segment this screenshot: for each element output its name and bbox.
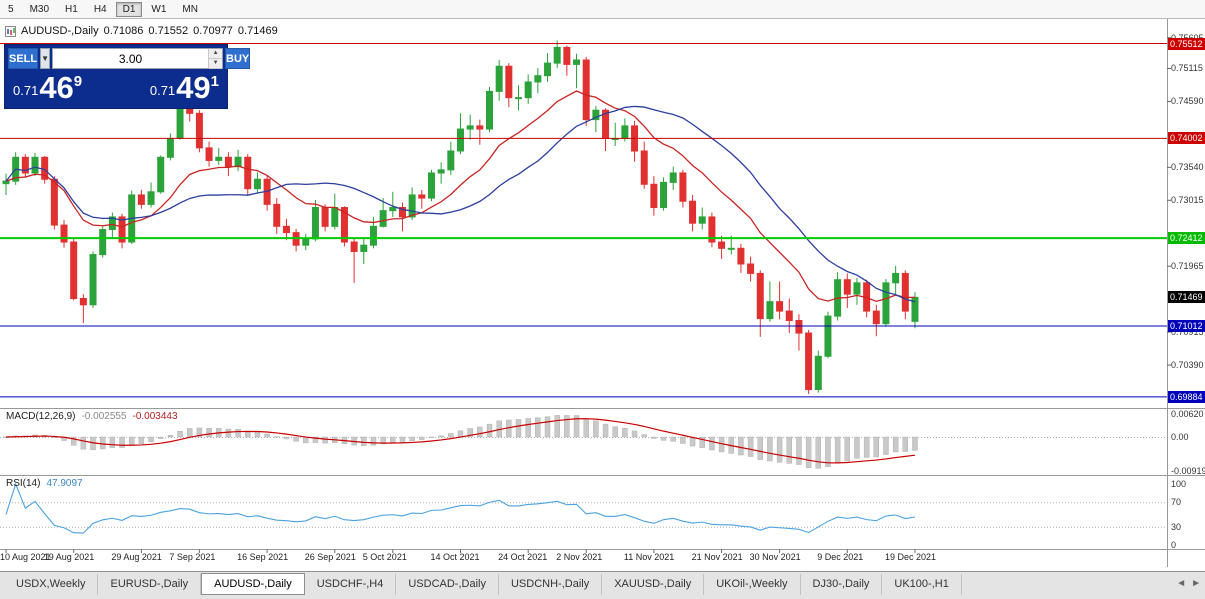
- chart-icon: [5, 25, 16, 37]
- tab-usdcnh-daily[interactable]: USDCNH-,Daily: [499, 574, 603, 595]
- buy-price[interactable]: 0.71 49 1: [150, 70, 219, 105]
- ma-slow-line: [5, 105, 916, 303]
- macd-label: MACD(12,26,9) -0.002555 -0.003443: [6, 411, 178, 422]
- tf-button-h1[interactable]: H1: [65, 3, 78, 15]
- price-tick: 0.73015: [1171, 195, 1204, 206]
- sell-price[interactable]: 0.71 46 9: [13, 70, 82, 105]
- tab-dj30-daily[interactable]: DJ30-,Daily: [801, 574, 883, 595]
- one-click-trading-panel: SELL ▼ ▲ ▼ BUY 0.71 46 9 0.71 49: [4, 44, 251, 109]
- date-label: 19 Aug 2021: [43, 552, 95, 562]
- rsi-name: RSI(14): [6, 478, 41, 489]
- tf-button-h4[interactable]: H4: [93, 3, 107, 15]
- tab-xauusd-daily[interactable]: XAUUSD-,Daily: [602, 574, 705, 595]
- macd-axis-label: 0.00: [1171, 432, 1189, 442]
- macd-signal-line: [5, 418, 916, 464]
- tab-eurusd-daily[interactable]: EURUSD-,Daily: [98, 574, 202, 595]
- date-label: 16 Sep 2021: [237, 552, 289, 562]
- ma-fast-line: [5, 90, 915, 303]
- chart-ohlc-header: AUDUSD-,Daily 0.71086 0.71552 0.70977 0.…: [5, 25, 278, 37]
- date-label: 30 Nov 2021: [749, 552, 801, 562]
- date-label: 9 Dec 2021: [817, 552, 864, 562]
- rsi-axis-label: 30: [1171, 521, 1182, 532]
- rsi-axis-label: 0: [1171, 540, 1177, 550]
- rsi-value: 47.9097: [46, 478, 83, 489]
- date-label: 29 Aug 2021: [111, 552, 162, 562]
- tab-scroll-right-button[interactable]: ►: [1191, 578, 1201, 589]
- price-tick: 0.73540: [1171, 162, 1204, 173]
- tab-uk100-h1[interactable]: UK100-,H1: [882, 574, 962, 595]
- price-tick: 0.70390: [1171, 360, 1204, 371]
- date-label: 11 Nov 2021: [623, 552, 675, 562]
- tab-scroll-left-button[interactable]: ◄: [1176, 578, 1187, 589]
- macd-histogram: [3, 415, 918, 469]
- tab-scroll-arrows: ◄ ►: [1176, 578, 1201, 589]
- price-badge: 0.74002: [1168, 132, 1205, 145]
- tab-audusd-daily[interactable]: AUDUSD-,Daily: [201, 573, 305, 595]
- tf-button-m30[interactable]: M30: [29, 3, 50, 15]
- volume-decrease-button[interactable]: ▼: [209, 59, 223, 69]
- tab-usdcad-daily[interactable]: USDCAD-,Daily: [396, 574, 499, 595]
- price-tick: 0.71965: [1171, 261, 1204, 272]
- price-tick: 0.70915: [1171, 327, 1204, 338]
- price-badge: 0.72412: [1168, 232, 1205, 245]
- buy-price-prefix: 0.71: [149, 83, 176, 98]
- rsi-label: RSI(14) 47.9097: [6, 478, 83, 489]
- chart-tabs: USDX,Weekly EURUSD-,Daily AUDUSD-,Daily USD…: [4, 572, 962, 595]
- date-label: 19 Dec 2021: [884, 552, 937, 562]
- date-axis: 10 Aug 2021 19 Aug 2021 29 Aug 2021 7 Sep 2…: [0, 552, 1167, 567]
- ohlc-high: 0.71552: [148, 25, 189, 37]
- tab-usdx-weekly[interactable]: USDX,Weekly: [4, 574, 99, 595]
- tf-button-mn[interactable]: MN: [182, 3, 198, 15]
- date-label: 24 Oct 2021: [498, 552, 548, 562]
- chart-symbol-label: AUDUSD-,Daily: [21, 25, 99, 37]
- date-label: 14 Oct 2021: [430, 552, 480, 562]
- tab-usdchf-h4[interactable]: USDCHF-,H4: [305, 574, 397, 595]
- tab-ukoil-weekly[interactable]: UKOil-,Weekly: [704, 574, 801, 595]
- tf-button-5[interactable]: 5: [8, 3, 14, 15]
- price-badge: 0.69884: [1168, 390, 1205, 403]
- macd-signal-value: -0.003443: [132, 411, 178, 422]
- volume-input[interactable]: [53, 49, 209, 68]
- chart-tabbar: USDX,Weekly EURUSD-,Daily AUDUSD-,Daily USD…: [0, 571, 1205, 599]
- price-tick: 0.74590: [1171, 96, 1204, 107]
- macd-axis-label: -0.00919: [1171, 466, 1205, 476]
- date-label: 21 Nov 2021: [691, 552, 743, 562]
- price-badge: 0.75512: [1168, 37, 1205, 50]
- price-tick: 0.75115: [1171, 63, 1203, 74]
- price-badge: 0.71469: [1168, 291, 1205, 304]
- tf-button-w1[interactable]: W1: [151, 3, 167, 15]
- sell-price-pips: 46: [39, 70, 74, 105]
- price-badge: 0.71012: [1168, 320, 1205, 333]
- volume-field-wrap: ▲ ▼: [52, 48, 224, 69]
- rsi-axis-label: 70: [1171, 497, 1182, 508]
- volume-preset-dropdown[interactable]: ▼: [40, 48, 51, 69]
- buy-button[interactable]: BUY: [225, 48, 251, 69]
- tf-button-d1[interactable]: D1: [115, 1, 143, 17]
- volume-increase-button[interactable]: ▲: [209, 49, 223, 59]
- date-label: 10 Aug 2021: [0, 552, 51, 562]
- ohlc-open: 0.71086: [103, 25, 144, 37]
- buy-price-point: 1: [210, 73, 219, 90]
- macd-axis-label: 0.00620: [1171, 409, 1204, 420]
- buy-price-pips: 49: [176, 70, 211, 105]
- rsi-axis-label: 100: [1171, 479, 1187, 489]
- ohlc-low: 0.70977: [193, 25, 233, 37]
- volume-spinner: ▲ ▼: [208, 49, 223, 69]
- date-label: 2 Nov 2021: [556, 552, 603, 562]
- macd-name: MACD(12,26,9): [6, 411, 76, 422]
- macd-hist-value: -0.002555: [81, 411, 127, 422]
- date-label: 5 Oct 2021: [362, 552, 407, 562]
- sell-button[interactable]: SELL: [8, 48, 39, 69]
- sell-price-point: 9: [73, 73, 83, 90]
- chevron-down-icon: ▼: [41, 54, 50, 63]
- date-label: 7 Sep 2021: [169, 552, 216, 562]
- ohlc-close: 0.71469: [237, 25, 278, 37]
- price-axis: 0.756050.751150.745900.735400.730150.719…: [1168, 0, 1205, 599]
- sell-price-prefix: 0.71: [13, 83, 39, 98]
- timeframe-toolbar: 5 M30 H1 H4 D1 W1 MN: [0, 0, 1205, 19]
- date-label: 26 Sep 2021: [304, 552, 356, 562]
- rsi-line: [5, 482, 916, 534]
